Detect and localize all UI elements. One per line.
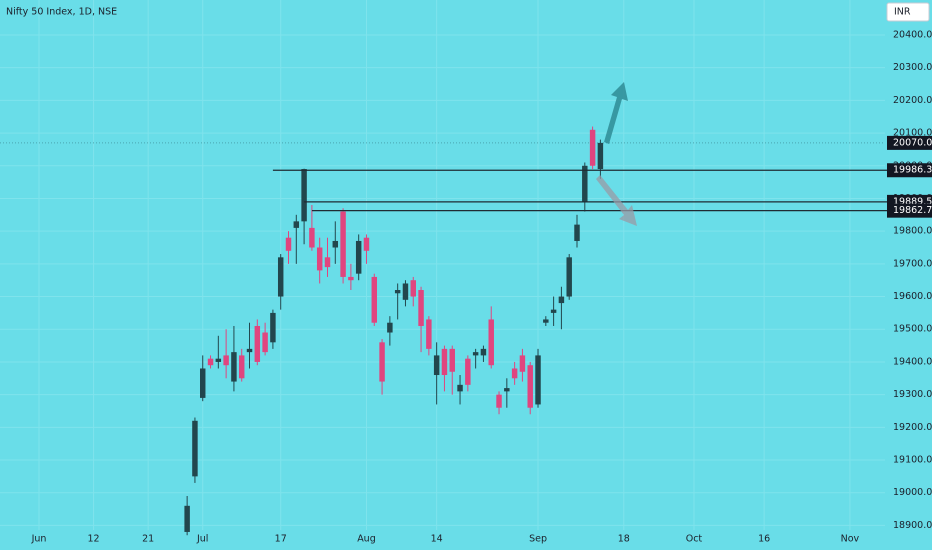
candle-body [254, 325, 261, 362]
x-tick-label: Jun [31, 534, 47, 545]
candle-body [488, 319, 494, 366]
x-tick-label: Aug [357, 534, 376, 545]
y-tick-label: 20400.00 [893, 29, 932, 40]
candle-body [433, 355, 440, 376]
x-tick-label: 18 [618, 534, 630, 545]
y-tick-label: 20200.00 [893, 95, 932, 106]
candle-body [192, 420, 198, 477]
y-tick-label: 19100.00 [893, 455, 932, 466]
grid [0, 0, 885, 530]
candle-body [207, 358, 214, 366]
candle-body [504, 388, 510, 392]
candle-body [457, 384, 463, 392]
x-tick-label: 14 [431, 534, 443, 545]
candle-body [441, 348, 448, 376]
candle-body [527, 365, 533, 408]
candle-body [418, 290, 424, 326]
currency-box[interactable] [886, 2, 930, 22]
y-tick-label: 19700.00 [893, 258, 932, 269]
currency-label[interactable]: INR [894, 7, 911, 18]
candle-body [309, 227, 315, 248]
candle-body [332, 240, 339, 248]
candle-body [231, 352, 237, 382]
y-tick-label: 19300.00 [893, 389, 932, 400]
candle-body [277, 257, 284, 297]
x-tick-label: Oct [686, 534, 703, 545]
candle-body [410, 280, 416, 297]
y-tick-label: 19400.00 [893, 356, 932, 367]
x-tick-label: 17 [275, 534, 287, 545]
level-label-box [887, 163, 932, 178]
candle-body [238, 355, 245, 379]
candle-body [371, 276, 378, 323]
candle-body [270, 312, 276, 343]
candle-body [402, 283, 409, 300]
candle-body [480, 348, 487, 356]
candle-body [363, 237, 370, 251]
up-arrow [604, 82, 628, 144]
x-tick-label: Nov [841, 534, 860, 545]
x-tick-label: Sep [529, 534, 547, 545]
candle-body [472, 352, 479, 356]
candle-body [285, 237, 292, 251]
candle-body [465, 358, 471, 385]
candle-body [558, 296, 565, 304]
candle-body [387, 322, 393, 333]
x-tick-label: 16 [758, 534, 770, 545]
level-label: 19862.70 [893, 205, 932, 216]
candle-body [511, 368, 518, 379]
candle-body [301, 169, 307, 222]
candle-body [379, 342, 385, 382]
candle-body [293, 221, 300, 228]
candle-body [200, 368, 206, 398]
candle-body [566, 257, 572, 297]
candle-body [316, 247, 323, 271]
candle-body [262, 332, 268, 353]
candle-body [582, 165, 588, 202]
level-label: 19986.30 [893, 165, 932, 176]
candle-body [550, 309, 557, 313]
candle-body [597, 142, 604, 170]
y-tick-label: 19500.00 [893, 324, 932, 335]
candle-body [449, 348, 455, 372]
y-tick-label: 18900.00 [893, 520, 932, 531]
x-tick-label: 21 [142, 534, 154, 545]
candle-body [324, 257, 331, 268]
y-tick-label: 20300.00 [893, 62, 932, 73]
level-label-box [887, 203, 932, 218]
candle-body [348, 276, 354, 281]
x-tick-label: 12 [88, 534, 100, 545]
price-axis: 18900.00 19000.00 19100.00 19200.00 19300.00… [31, 29, 932, 545]
y-tick-label: 19200.00 [893, 422, 932, 433]
chart-title: Nifty 50 Index, 1D, NSE [6, 7, 117, 18]
candle-body [519, 355, 526, 372]
y-tick-label: 19000.00 [893, 487, 932, 498]
x-tick-label: Jul [196, 534, 208, 545]
plot [0, 126, 932, 536]
level-label: 19889.55 [893, 196, 932, 207]
candle-body [496, 394, 502, 408]
candle-body [340, 211, 346, 277]
candle-body [355, 240, 362, 274]
candle-body [246, 348, 253, 353]
y-tick-label: 19600.00 [893, 291, 932, 302]
candle-body [184, 505, 190, 532]
last-price-box [887, 135, 932, 150]
down-arrow [596, 175, 637, 226]
candle-body [543, 319, 549, 323]
last-price-label: 20070.00 [893, 137, 932, 148]
candle-body [535, 355, 541, 405]
candle-body [394, 290, 401, 294]
y-tick-label: 20100.00 [893, 128, 932, 139]
candle-body [574, 224, 580, 241]
candle-body [215, 358, 222, 362]
candle-body [589, 129, 596, 166]
candle-body [426, 319, 432, 349]
candle-body [223, 355, 229, 366]
y-tick-label: 19800.00 [893, 226, 932, 237]
